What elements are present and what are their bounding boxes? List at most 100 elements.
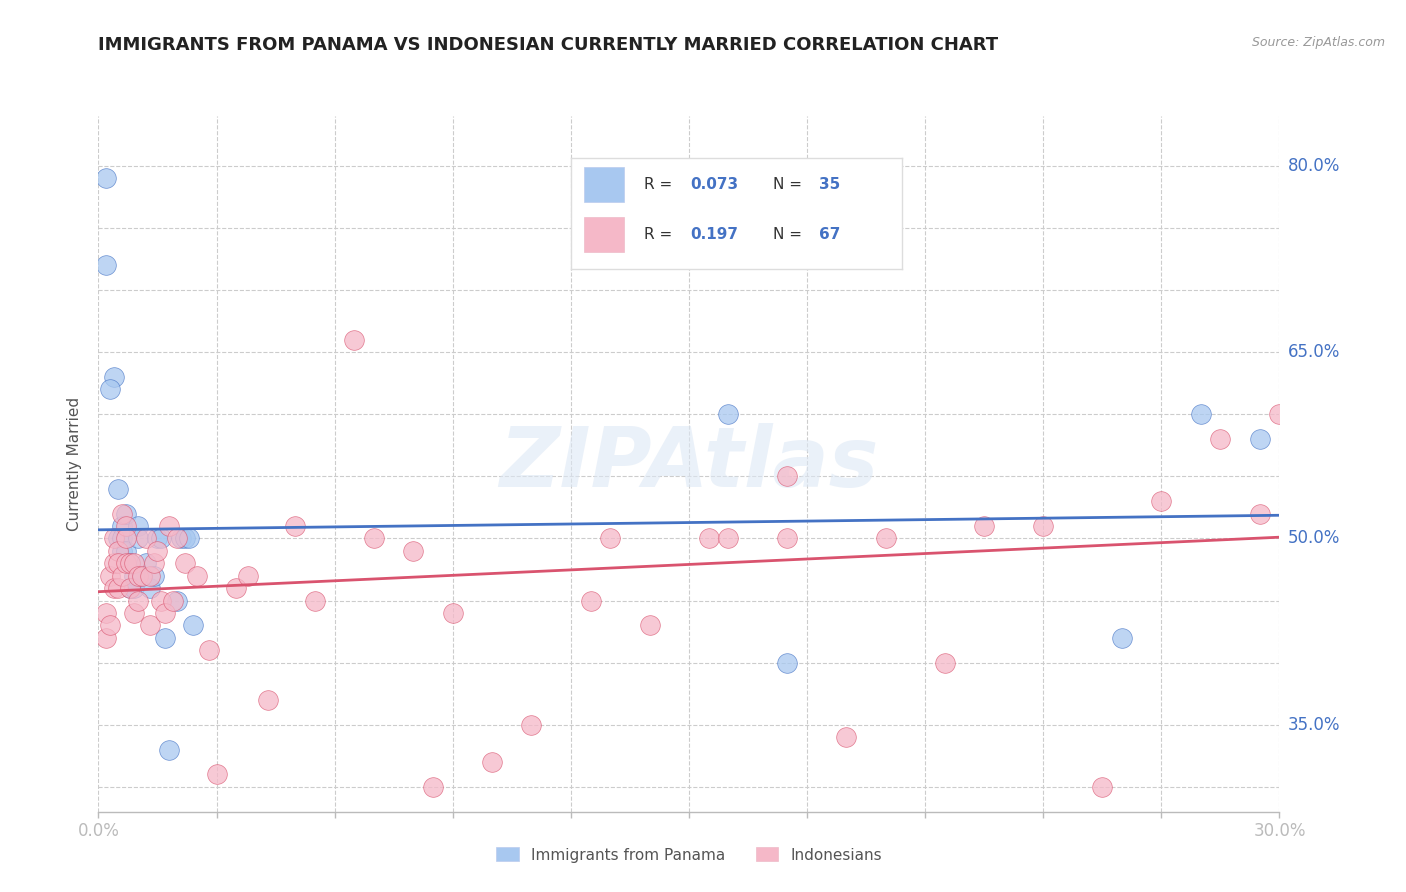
Point <box>441 606 464 620</box>
Point <box>103 532 125 546</box>
Text: R =: R = <box>644 227 676 242</box>
Point <box>174 556 197 570</box>
Point <box>115 507 138 521</box>
Point <box>422 780 444 794</box>
Point <box>776 469 799 483</box>
Point <box>127 532 149 546</box>
Point <box>284 519 307 533</box>
Point <box>118 556 141 570</box>
Point <box>166 593 188 607</box>
Point <box>157 742 180 756</box>
Text: 0.197: 0.197 <box>690 227 738 242</box>
Point <box>481 755 503 769</box>
Point <box>835 730 858 744</box>
Point <box>1189 407 1212 421</box>
Point <box>186 568 208 582</box>
Point <box>638 618 661 632</box>
Point <box>103 556 125 570</box>
Text: 50.0%: 50.0% <box>1288 529 1340 548</box>
Point <box>142 568 165 582</box>
Point <box>111 532 134 546</box>
Point <box>111 507 134 521</box>
Point <box>1279 432 1302 446</box>
Point <box>138 568 160 582</box>
Point <box>103 369 125 384</box>
Point <box>98 568 121 582</box>
Point <box>1111 631 1133 645</box>
Point <box>155 606 177 620</box>
Text: IMMIGRANTS FROM PANAMA VS INDONESIAN CURRENTLY MARRIED CORRELATION CHART: IMMIGRANTS FROM PANAMA VS INDONESIAN CUR… <box>98 36 998 54</box>
Point <box>1091 780 1114 794</box>
Point <box>776 656 799 670</box>
Point <box>146 543 169 558</box>
Point <box>127 593 149 607</box>
Point <box>181 618 204 632</box>
Point <box>111 543 134 558</box>
Point <box>135 532 157 546</box>
Point <box>150 532 173 546</box>
Point <box>115 532 138 546</box>
Bar <box>583 217 624 252</box>
Y-axis label: Currently Married: Currently Married <box>67 397 83 531</box>
Point <box>875 532 897 546</box>
Point <box>118 581 141 595</box>
Text: N =: N = <box>772 227 807 242</box>
Point <box>717 407 740 421</box>
Point <box>122 606 145 620</box>
Point <box>98 382 121 396</box>
Point <box>96 258 118 272</box>
Point <box>96 631 118 645</box>
Point <box>150 593 173 607</box>
Point <box>131 568 153 582</box>
Point <box>122 581 145 595</box>
Point <box>205 767 228 781</box>
Point <box>225 581 247 595</box>
Text: R =: R = <box>644 177 676 192</box>
Text: 65.0%: 65.0% <box>1288 343 1340 361</box>
Point <box>1299 482 1322 496</box>
Point <box>579 593 602 607</box>
Text: 35: 35 <box>818 177 841 192</box>
Point <box>166 532 188 546</box>
Text: 67: 67 <box>818 227 841 242</box>
Point <box>107 581 129 595</box>
Point <box>98 618 121 632</box>
Point <box>127 519 149 533</box>
Point <box>304 593 326 607</box>
Point <box>1209 432 1232 446</box>
Point <box>107 482 129 496</box>
Point <box>197 643 219 657</box>
Point <box>236 568 259 582</box>
Point <box>520 717 543 731</box>
Text: 35.0%: 35.0% <box>1288 715 1340 734</box>
Point <box>402 543 425 558</box>
Text: 0.073: 0.073 <box>690 177 738 192</box>
Text: N =: N = <box>772 177 807 192</box>
Point <box>138 618 160 632</box>
Point <box>1249 432 1271 446</box>
Point <box>115 543 138 558</box>
Point <box>162 593 184 607</box>
Point <box>118 556 141 570</box>
Point <box>135 556 157 570</box>
Point <box>155 631 177 645</box>
Point <box>177 532 200 546</box>
Point <box>107 532 129 546</box>
Point <box>142 556 165 570</box>
Point <box>122 556 145 570</box>
Point <box>107 556 129 570</box>
Point <box>157 519 180 533</box>
Text: ZIPAtlas: ZIPAtlas <box>499 424 879 504</box>
Legend: Immigrants from Panama, Indonesians: Immigrants from Panama, Indonesians <box>488 840 890 871</box>
Point <box>973 519 995 533</box>
Point <box>363 532 385 546</box>
Point <box>1032 519 1054 533</box>
Point <box>1150 494 1173 508</box>
Point <box>174 532 197 546</box>
Text: 80.0%: 80.0% <box>1288 157 1340 175</box>
Point <box>1249 507 1271 521</box>
Point <box>111 568 134 582</box>
Text: Source: ZipAtlas.com: Source: ZipAtlas.com <box>1251 36 1385 49</box>
Point <box>599 532 621 546</box>
Point <box>118 581 141 595</box>
